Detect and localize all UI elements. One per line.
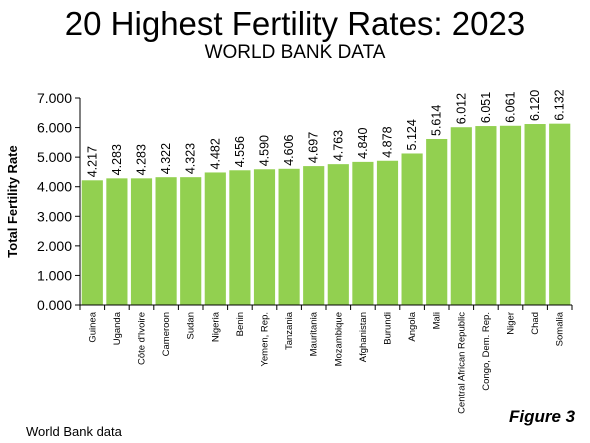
data-label: 6.012	[454, 93, 468, 124]
y-tick-label: 0.000	[37, 297, 72, 313]
bar	[180, 177, 202, 305]
data-label: 4.763	[331, 130, 345, 161]
data-label: 4.283	[110, 144, 124, 175]
y-axis-title: Total Fertility Rate	[5, 145, 20, 257]
y-tick-label: 5.000	[37, 149, 72, 165]
y-tick-label: 3.000	[37, 208, 72, 224]
x-tick-label: Cameroon	[161, 312, 172, 356]
x-tick-label: Uganda	[112, 311, 123, 345]
x-tick-label: Central African Republic	[456, 312, 467, 414]
x-tick-label: Yemen, Rep.	[260, 312, 271, 367]
source-note: World Bank data	[26, 424, 122, 439]
figure-label: Figure 3	[509, 407, 576, 426]
bar	[253, 169, 276, 305]
data-label: 6.051	[479, 92, 493, 123]
data-label: 6.061	[504, 91, 518, 122]
y-tick-label: 1.000	[37, 267, 72, 283]
x-tick-label: Guinea	[87, 311, 98, 342]
x-tick-label: Burundi	[383, 312, 394, 345]
bar	[450, 127, 472, 305]
y-tick-label: 2.000	[37, 238, 72, 254]
chart-title: 20 Highest Fertility Rates: 2023	[64, 5, 526, 42]
data-label: 4.556	[233, 136, 247, 167]
y-tick-label: 4.000	[37, 179, 72, 195]
data-label: 4.323	[184, 143, 198, 174]
bar	[352, 161, 374, 305]
data-label: 4.878	[381, 126, 395, 157]
bar	[426, 138, 448, 305]
data-label: 4.283	[135, 144, 149, 175]
data-label: 4.217	[85, 146, 99, 177]
x-tick-label: Congo, Dem. Rep.	[481, 312, 492, 391]
bar	[327, 164, 349, 305]
bar	[155, 177, 177, 305]
x-tick-label: Chad	[530, 312, 541, 335]
x-tick-label: Angola	[407, 311, 418, 341]
bar	[229, 170, 251, 305]
bar	[81, 180, 103, 305]
data-label: 4.697	[307, 132, 321, 163]
x-tick-label: Côte d'Ivoire	[137, 312, 148, 365]
x-tick-label: Mauritania	[309, 311, 320, 356]
bar	[303, 166, 325, 305]
x-tick-label: Afghanistan	[358, 312, 369, 362]
data-label: 5.614	[430, 105, 444, 136]
x-tick-label: Mozambique	[333, 312, 344, 366]
y-tick-label: 6.000	[37, 120, 72, 136]
bar	[499, 125, 522, 305]
chart-subtitle: WORLD BANK DATA	[204, 42, 386, 63]
x-tick-label: Mali	[432, 312, 443, 329]
bar	[204, 172, 226, 305]
data-label: 6.120	[528, 90, 542, 121]
x-tick-label: Tanzania	[284, 311, 295, 350]
data-label: 4.590	[258, 135, 272, 166]
bar	[524, 124, 546, 305]
data-label: 4.606	[282, 134, 296, 165]
x-tick-label: Somalia	[555, 311, 566, 346]
data-label: 6.132	[553, 89, 567, 120]
x-tick-label: Sudan	[186, 312, 197, 339]
x-tick-label: Niger	[506, 312, 517, 335]
data-label: 4.482	[208, 138, 222, 169]
bar	[130, 178, 153, 305]
data-label: 4.840	[356, 128, 370, 159]
bar	[549, 123, 571, 305]
bar	[106, 178, 128, 305]
y-tick-label: 7.000	[37, 90, 72, 106]
data-label: 5.124	[405, 119, 419, 150]
x-tick-label: Nigeria	[210, 311, 221, 342]
bar	[475, 126, 497, 305]
bar	[278, 168, 300, 305]
bar	[401, 153, 423, 305]
bar	[376, 160, 399, 305]
x-tick-label: Benin	[235, 312, 246, 336]
data-label: 4.322	[159, 143, 173, 174]
